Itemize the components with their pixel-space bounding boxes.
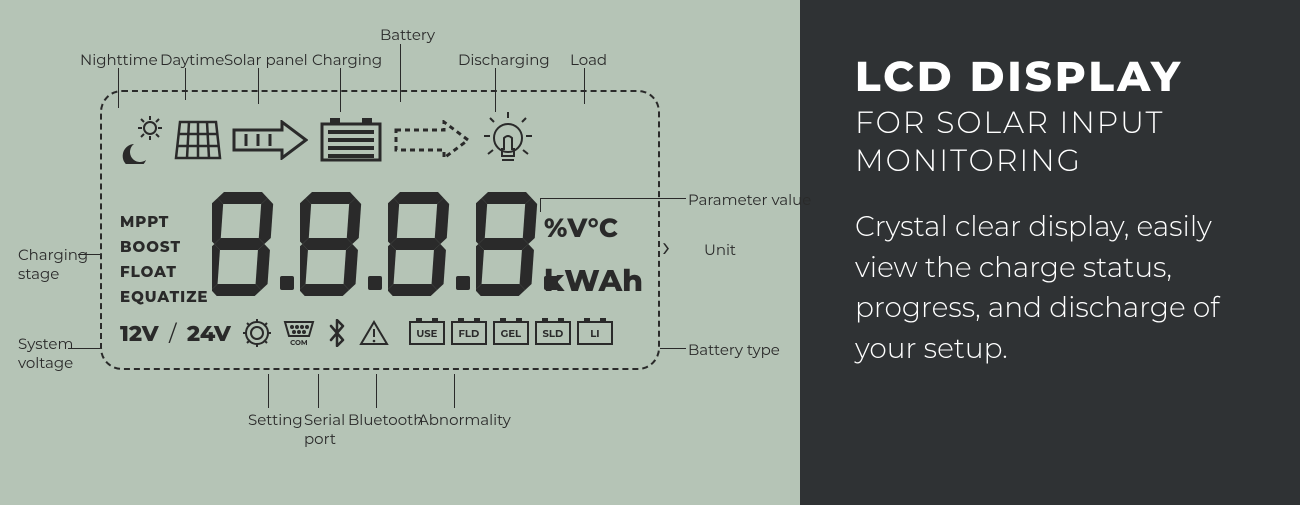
- stage-equatize: EQUATIZE: [120, 287, 208, 306]
- digit-1: [212, 192, 274, 296]
- label-charging-stage: Charging stage: [18, 245, 88, 283]
- label-solar-panel: Solar panel: [224, 50, 308, 69]
- label-battery-type: Battery type: [688, 340, 780, 359]
- label-bluetooth: Bluetooth: [348, 410, 423, 429]
- bluetooth-icon: [327, 319, 347, 347]
- label-system-voltage: System voltage: [18, 334, 73, 372]
- decimal-point: [368, 276, 382, 290]
- label-daytime: Daytime: [160, 50, 224, 69]
- battery-type-use: USE: [409, 321, 445, 345]
- decimal-point: [280, 276, 294, 290]
- battery-icon: [318, 116, 384, 169]
- night-day-icon: [120, 116, 164, 169]
- charging-arrow-icon: [232, 120, 308, 165]
- leader-line: [318, 374, 319, 408]
- description-panel: LCD DISPLAY FOR SOLAR INPUT MONITORING C…: [800, 0, 1300, 505]
- body-text: Crystal clear display, easily view the c…: [855, 207, 1250, 369]
- leader-line: [376, 374, 377, 408]
- leader-line: [454, 374, 455, 408]
- charging-stage-list: MPPT BOOST FLOAT EQUATIZE: [120, 212, 208, 306]
- icon-row: [120, 112, 640, 172]
- voltage-12v: 12V: [120, 320, 159, 347]
- leader-line: [268, 374, 269, 408]
- label-load: Load: [570, 50, 607, 69]
- label-discharging: Discharging: [458, 50, 550, 69]
- label-serial-port: Serial port: [304, 410, 345, 448]
- digit-2: [300, 192, 362, 296]
- battery-type-gel: GEL: [493, 321, 529, 345]
- unit-line-2: kWAh: [544, 262, 643, 299]
- battery-type-icons: USE FLD GEL SLD LI: [409, 321, 613, 345]
- leader-line: [68, 348, 100, 349]
- serial-port-icon: COM: [283, 320, 315, 347]
- digit-3: [388, 192, 450, 296]
- diagram-panel: Nighttime Daytime Solar panel Charging B…: [0, 0, 800, 505]
- label-charging: Charging: [312, 50, 382, 69]
- settings-gear-icon: [243, 319, 271, 347]
- bottom-row: 12V / 24V: [120, 316, 644, 350]
- voltage-sep: /: [169, 320, 176, 347]
- leader-line: [78, 254, 100, 255]
- decimal-point: [456, 276, 470, 290]
- warning-triangle-icon: [359, 320, 389, 346]
- solar-panel-icon: [174, 118, 222, 167]
- title: LCD DISPLAY: [855, 50, 1250, 102]
- label-unit: Unit: [704, 240, 736, 259]
- unit-line-1: %V°C: [544, 212, 643, 244]
- digit-4: [476, 192, 538, 296]
- stage-mppt: MPPT: [120, 212, 208, 231]
- system-voltage-value: 12V / 24V: [120, 320, 231, 347]
- label-setting: Setting: [248, 410, 303, 429]
- lcd-frame: MPPT BOOST FLOAT EQUATIZE %V°C kWAh 12V …: [100, 90, 660, 370]
- battery-type-li: LI: [577, 321, 613, 345]
- seven-segment-readout: [212, 192, 560, 296]
- angle-bracket-icon: ›: [662, 230, 670, 264]
- lightbulb-icon: [480, 112, 536, 173]
- battery-type-fld: FLD: [451, 321, 487, 345]
- stage-float: FLOAT: [120, 262, 208, 281]
- subtitle: FOR SOLAR INPUT MONITORING: [855, 104, 1250, 179]
- label-nighttime: Nighttime: [80, 50, 158, 69]
- voltage-24v: 24V: [187, 320, 231, 347]
- battery-type-sld: SLD: [535, 321, 571, 345]
- unit-block: %V°C kWAh: [544, 212, 643, 299]
- label-abnormality: Abnormality: [418, 410, 511, 429]
- label-parameter-value: Parameter value: [688, 190, 811, 209]
- discharging-arrow-icon: [394, 120, 470, 165]
- label-battery: Battery: [380, 25, 435, 44]
- leader-line: [660, 348, 686, 349]
- stage-boost: BOOST: [120, 237, 208, 256]
